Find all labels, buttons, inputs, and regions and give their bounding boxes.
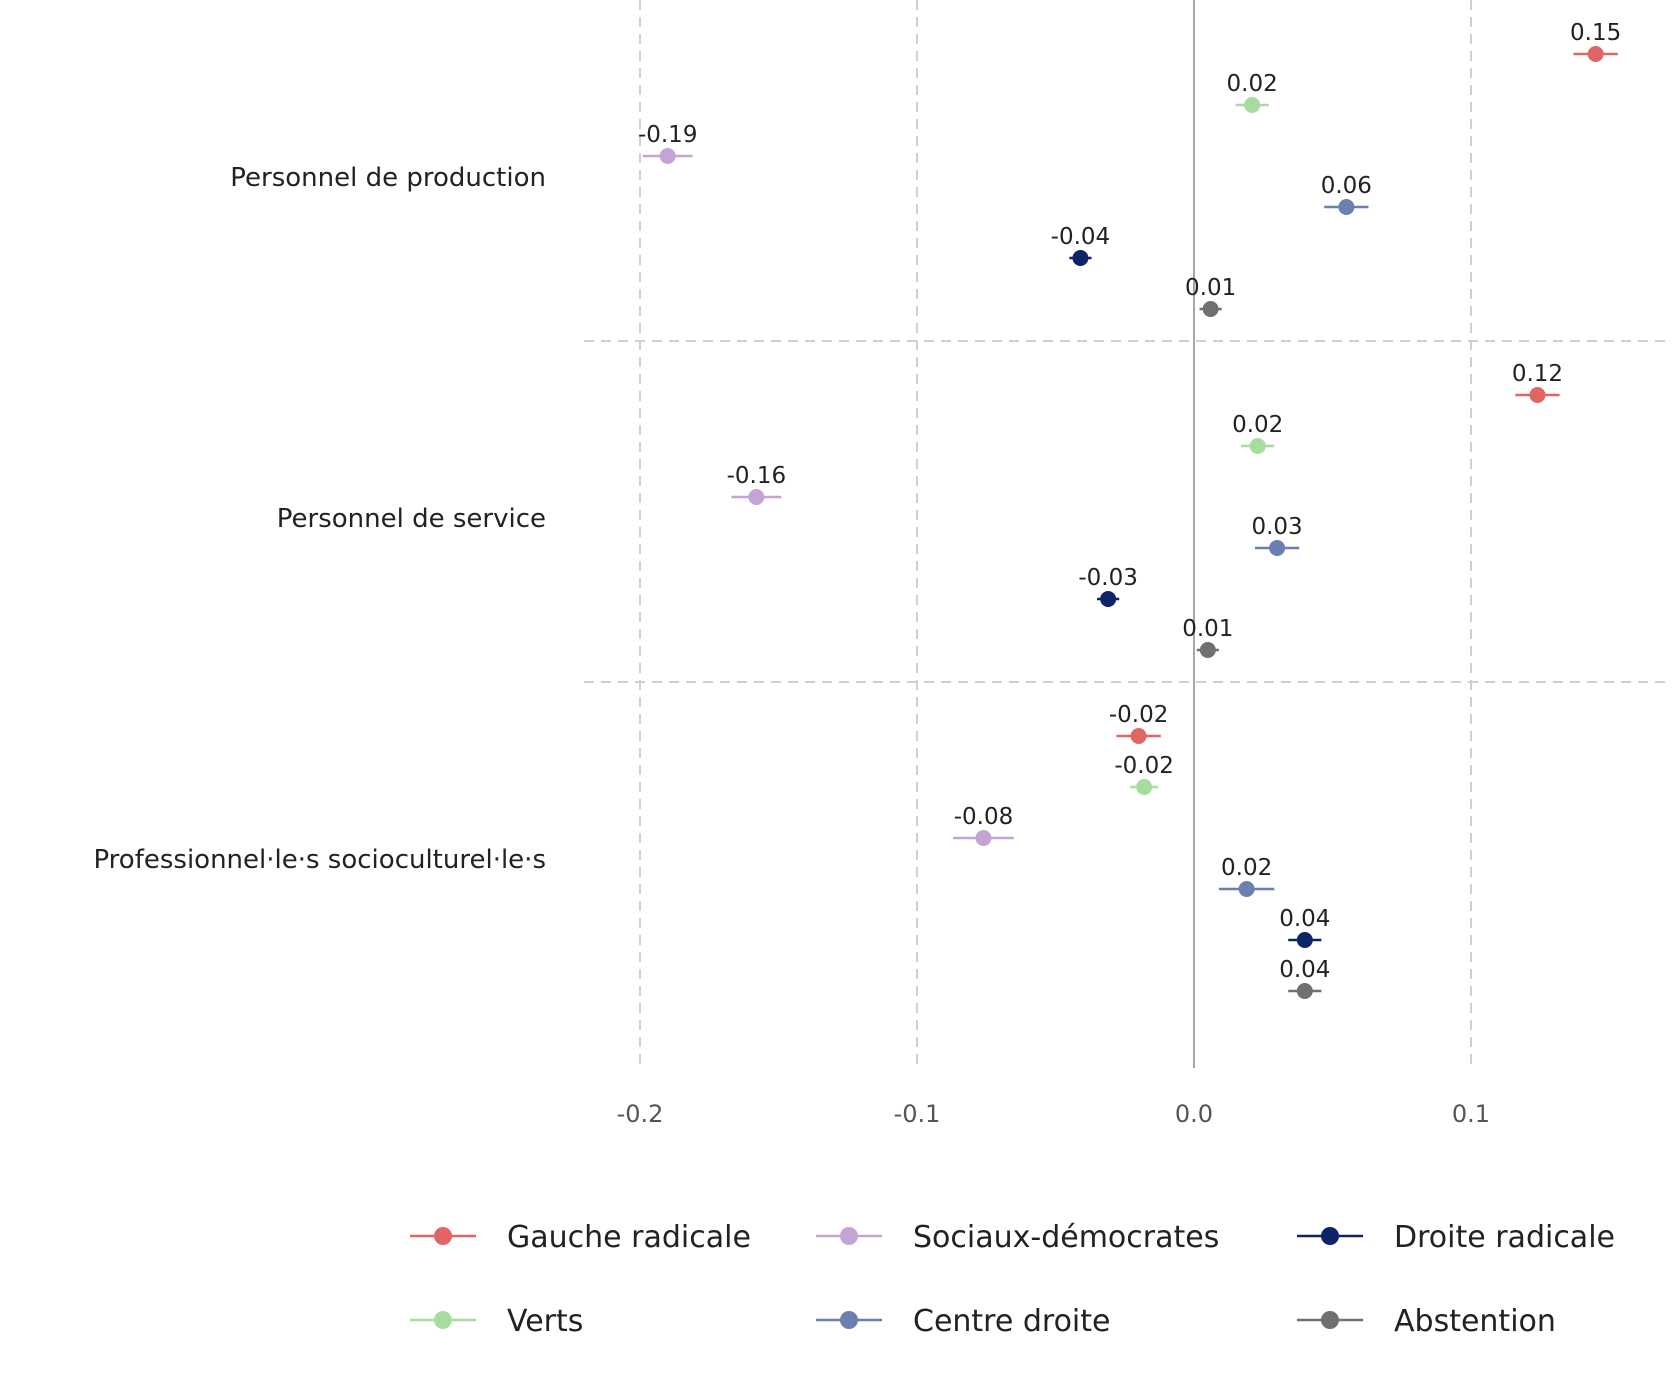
legend-key-point xyxy=(1321,1311,1339,1329)
legend-key-point xyxy=(434,1227,452,1245)
data-label: 0.01 xyxy=(1182,616,1233,642)
category-label: Personnel de service xyxy=(277,504,546,534)
legend-key-point xyxy=(1321,1227,1339,1245)
data-point xyxy=(1338,199,1355,215)
data-point xyxy=(1529,387,1546,403)
legend: Gauche radicale Sociaux-démocrates Droite … xyxy=(410,1220,1615,1339)
x-tick-label: 0.1 xyxy=(1452,1100,1490,1128)
data-label: 0.04 xyxy=(1279,906,1330,932)
data-point xyxy=(1072,250,1089,266)
legend-item: Abstention xyxy=(1297,1304,1556,1339)
data-point xyxy=(1249,438,1266,454)
x-tick-label: -0.1 xyxy=(894,1100,941,1128)
data-label: -0.03 xyxy=(1078,565,1138,591)
data-point xyxy=(1244,97,1261,113)
data-label: 0.06 xyxy=(1321,173,1372,199)
x-tick-label: 0.0 xyxy=(1175,1100,1213,1128)
data-points: 0.15 0.12 -0.02 0.02 0.02 -0.02 -0.19 -0.16 -0.0… xyxy=(638,20,1621,999)
legend-label: Sociaux-démocrates xyxy=(913,1220,1219,1255)
data-label: 0.02 xyxy=(1227,71,1278,97)
x-axis-tick-labels: -0.2 -0.1 0.0 0.1 xyxy=(617,1100,1491,1128)
data-label: 0.04 xyxy=(1279,957,1330,983)
data-label: 0.02 xyxy=(1221,855,1272,881)
data-point xyxy=(1100,591,1117,607)
data-point xyxy=(1136,779,1153,795)
legend-item: Droite radicale xyxy=(1297,1220,1615,1255)
legend-label: Gauche radicale xyxy=(507,1220,751,1255)
data-label: -0.16 xyxy=(727,463,787,489)
data-label: -0.02 xyxy=(1109,702,1169,728)
data-label: 0.01 xyxy=(1185,275,1236,301)
legend-key-point xyxy=(840,1227,858,1245)
data-label: 0.15 xyxy=(1570,20,1621,46)
data-point xyxy=(1130,728,1147,744)
data-label: -0.08 xyxy=(954,804,1014,830)
data-label: -0.02 xyxy=(1114,753,1174,779)
legend-key-point xyxy=(434,1311,452,1329)
legend-item: Gauche radicale xyxy=(410,1220,751,1255)
gridlines xyxy=(584,0,1668,1068)
data-point xyxy=(659,148,676,164)
data-point xyxy=(1238,881,1255,897)
legend-label: Droite radicale xyxy=(1394,1220,1615,1255)
data-point xyxy=(1199,642,1216,658)
legend-item: Verts xyxy=(410,1304,583,1339)
legend-label: Centre droite xyxy=(913,1304,1110,1339)
data-point xyxy=(1296,983,1313,999)
data-label: 0.12 xyxy=(1512,361,1563,387)
legend-key-point xyxy=(840,1311,858,1329)
data-point xyxy=(1587,46,1604,62)
legend-item: Centre droite xyxy=(816,1304,1110,1339)
data-label: -0.19 xyxy=(638,122,698,148)
data-point xyxy=(748,489,765,505)
legend-label: Abstention xyxy=(1394,1304,1556,1339)
category-label: Professionnel·le·s socioculturel·le·s xyxy=(93,845,546,875)
data-label: 0.03 xyxy=(1251,514,1302,540)
category-labels: Personnel de production Personnel de serv… xyxy=(93,163,546,875)
data-point xyxy=(1202,301,1219,317)
legend-label: Verts xyxy=(507,1304,583,1339)
legend-item: Sociaux-démocrates xyxy=(816,1220,1219,1255)
category-label: Personnel de production xyxy=(230,163,546,193)
data-point xyxy=(1296,932,1313,948)
data-point xyxy=(1269,540,1286,556)
x-tick-label: -0.2 xyxy=(617,1100,664,1128)
data-point xyxy=(975,830,992,846)
data-label: -0.04 xyxy=(1051,224,1111,250)
data-label: 0.02 xyxy=(1232,412,1283,438)
